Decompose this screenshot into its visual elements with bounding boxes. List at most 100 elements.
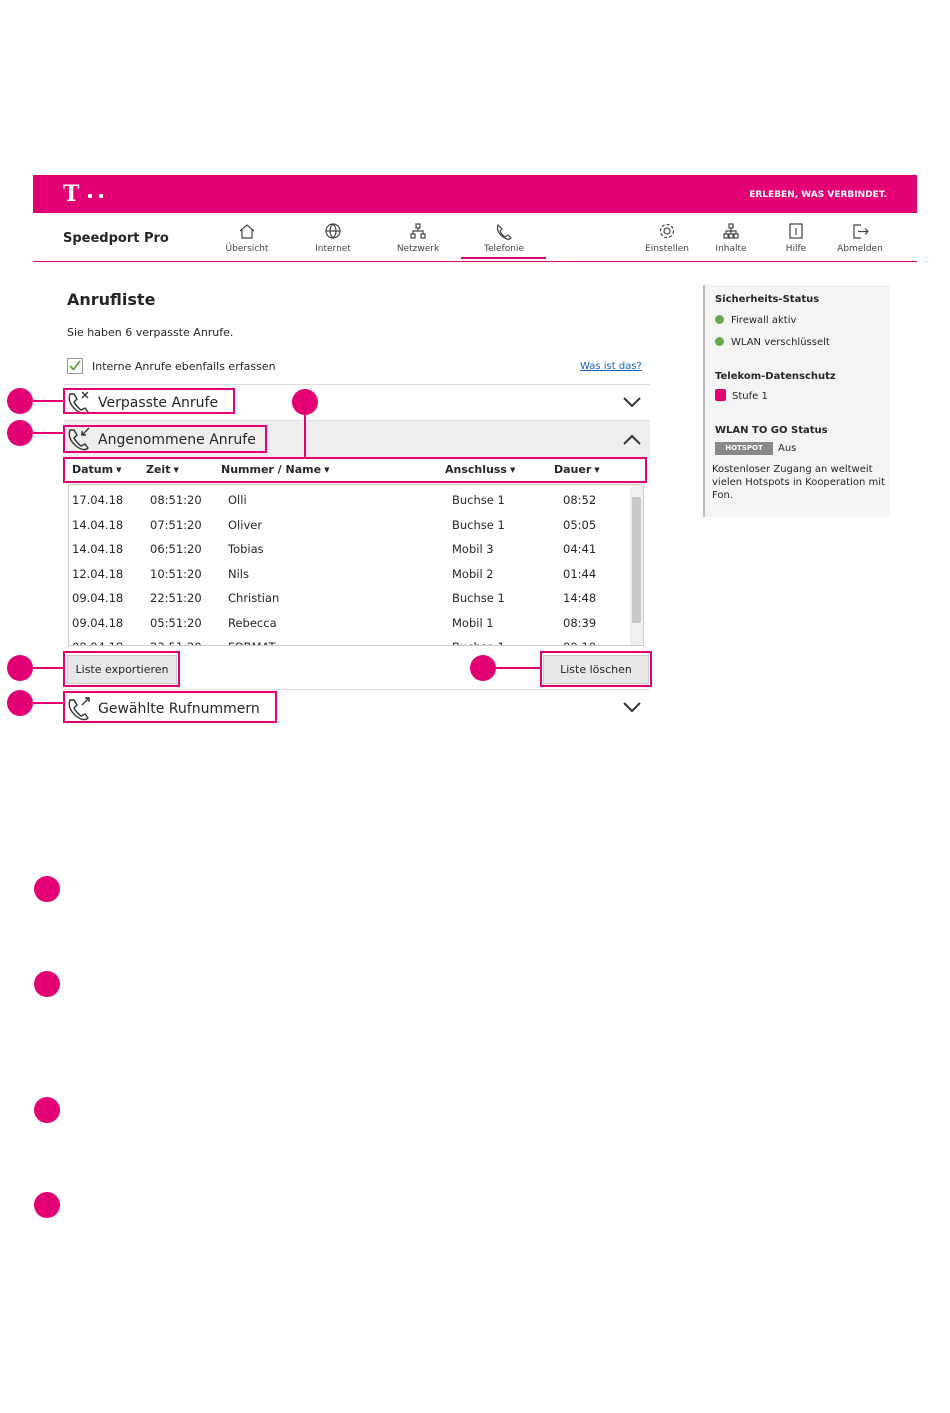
callout: [7, 690, 33, 716]
legend-callout: [34, 1097, 60, 1123]
nav-item[interactable]: Internet: [293, 222, 373, 254]
table-cell: Olli: [228, 493, 247, 507]
column-label: Nummer / Name: [221, 463, 322, 476]
table-cell: 12.04.18: [72, 566, 124, 581]
column-header[interactable]: Nummer / Name ▼: [221, 463, 329, 476]
column-label: Anschluss: [445, 463, 507, 476]
table-cell: 08:51:20: [150, 493, 202, 507]
nav-item[interactable]: Abmelden: [820, 222, 900, 254]
status-item: Firewall aktiv: [715, 315, 796, 326]
table-cell: Nils: [228, 566, 249, 581]
sort-arrow: ▼: [509, 466, 516, 474]
nav-icon: [410, 223, 426, 239]
callout: [292, 389, 318, 415]
sort-arrow: ▼: [173, 466, 179, 474]
table-cell: Buchse 1: [452, 493, 505, 507]
table-cell: Mobil 3: [452, 542, 494, 556]
section-title: Verpasste Anrufe: [98, 395, 219, 411]
table-cell: 00:10: [563, 640, 596, 645]
status-text: WLAN verschlüsselt: [731, 337, 830, 348]
table-cell: Rebecca: [228, 615, 277, 630]
scrollbar[interactable]: [630, 485, 643, 645]
table-cell: 10:51:20: [150, 566, 202, 581]
status-text: Firewall aktiv: [731, 315, 797, 326]
legend-callout: [34, 971, 60, 997]
nav-item[interactable]: Einstellen: [627, 222, 707, 254]
nav-label: Einstellen: [645, 244, 689, 254]
highlight: [540, 651, 652, 687]
column-header[interactable]: Dauer ▼: [554, 463, 600, 476]
table-cell: Buchse 1: [452, 517, 505, 532]
logo-dot: [88, 194, 92, 198]
column-header[interactable]: Datum ▼: [72, 463, 122, 476]
delete-button[interactable]: Liste löschen: [543, 655, 649, 684]
checkbox-label: Interne Anrufe ebenfalls erfassen: [92, 360, 276, 373]
callout: [7, 420, 33, 446]
nav-item[interactable]: Übersicht: [207, 222, 287, 254]
nav-item[interactable]: Inhalte: [691, 222, 771, 254]
message: Sie haben 6 verpasste Anrufe.: [67, 326, 234, 339]
table-cell: Mobil 2: [452, 566, 494, 581]
table-cell: Oliver: [228, 517, 263, 532]
nav-label: Netzwerk: [396, 244, 440, 254]
callout-line: [496, 667, 540, 669]
logo: T: [63, 181, 80, 207]
table-row: 12.04.18 10:51:20 Nils Mobil 2 01:44: [69, 567, 629, 591]
nav-label: Telefonie: [484, 244, 524, 254]
logo-dot: [99, 194, 103, 198]
sidebar-heading: Telekom-Datenschutz: [715, 371, 836, 382]
callout: [7, 388, 33, 414]
nav-icon: [789, 223, 803, 239]
nav-line: [33, 261, 917, 262]
section-missed[interactable]: [64, 385, 650, 421]
export-button[interactable]: Liste exportieren: [67, 655, 177, 684]
privacy-level: Stufe 1: [715, 389, 768, 402]
sort-arrow: ▼: [116, 466, 122, 474]
callout-line: [33, 667, 63, 669]
table-cell: 06:51:20: [150, 542, 202, 556]
table-cell: Mobil 1: [452, 615, 494, 630]
nav-icon: [659, 223, 675, 239]
callout: [7, 655, 33, 681]
legend-callout: [34, 1192, 60, 1218]
column-label: Datum: [72, 463, 114, 476]
status-item: WLAN verschlüsselt: [715, 337, 830, 348]
help-link[interactable]: Was ist das?: [580, 361, 642, 372]
table-body: 17.04.18 08:51:20 Olli Buchse 1 08:52 14.04.1…: [68, 484, 644, 646]
table-cell: 05:51:20: [150, 615, 202, 630]
header-bar: T ERLEBEN, WAS VERBINDET.: [33, 175, 917, 213]
section-title: Gewählte Rufnummern: [98, 701, 260, 717]
table-row: 17.04.18 08:51:20 Olli Buchse 1 08:52: [69, 493, 629, 517]
divider: [64, 384, 650, 385]
callout-line: [33, 702, 63, 704]
highlight: [63, 425, 267, 453]
table-row: 09.04.18 05:51:20 Rebecca Mobil 1 08:39: [69, 616, 629, 640]
nav-item[interactable]: Telefonie: [464, 222, 544, 254]
table-cell: 14.04.18: [72, 542, 124, 556]
section-title: Angenommene Anrufe: [98, 432, 256, 448]
slogan: ERLEBEN, WAS VERBINDET.: [749, 190, 887, 200]
scroll-thumb[interactable]: [632, 497, 641, 623]
highlight: [63, 651, 180, 687]
nav-label: Internet: [315, 244, 351, 254]
table-cell: 17.04.18: [72, 493, 124, 507]
table-cell: 05:05: [563, 517, 597, 532]
table-cell: 14:48: [563, 591, 597, 605]
column-label: Dauer: [554, 463, 592, 476]
table-cell: FORMAT: [228, 640, 276, 645]
nav-item[interactable]: Netzwerk: [378, 222, 458, 254]
table-cell: 01:44: [563, 566, 597, 581]
sort-arrow: ▼: [324, 466, 330, 474]
table-cell: Tobias: [228, 542, 264, 556]
nav-label: Übersicht: [225, 244, 269, 254]
column-header[interactable]: Zeit ▼: [146, 463, 179, 476]
nav-icon: [239, 224, 255, 239]
highlight: [63, 388, 235, 414]
column-header[interactable]: Anschluss ▼: [445, 463, 515, 476]
sort-arrow: ▼: [594, 466, 600, 474]
nav-item[interactable]: Hilfe: [756, 222, 836, 254]
checkbox[interactable]: [67, 358, 83, 374]
nav-icon: [325, 223, 341, 239]
table-cell: 04:41: [563, 542, 597, 556]
sidebar-heading: Sicherheits-Status: [715, 294, 820, 305]
